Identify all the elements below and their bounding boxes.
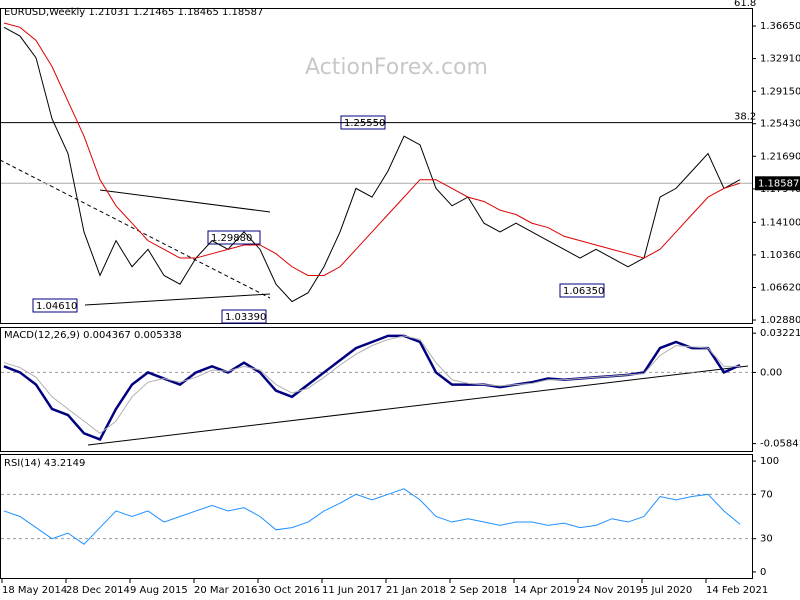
price-title: EURUSD,Weekly 1.21031 1.21465 1.18465 1.…	[4, 7, 263, 18]
annotation-box	[221, 309, 267, 324]
x-tick-label: 2 Sep 2018	[450, 585, 507, 596]
x-tick-label: 14 Apr 2019	[514, 585, 576, 596]
annotation-box	[559, 283, 605, 298]
y-tick-label: -0.058413	[760, 439, 800, 450]
x-tick-label: 28 Dec 2014	[66, 585, 130, 596]
y-tick-label: 0	[760, 567, 766, 578]
series-line	[3, 22, 741, 276]
watermark: ActionForex.com	[305, 55, 488, 80]
y-tick-label: 1.36650	[760, 21, 800, 32]
annotation-box	[32, 298, 78, 313]
annotation: 1.29880	[211, 233, 252, 244]
last-price-label: 1.18587	[758, 178, 799, 189]
y-tick-label: 1.02880	[760, 315, 800, 326]
y-tick-label: 1.10360	[760, 250, 800, 261]
annotation: 1.04610	[36, 301, 77, 312]
series-line	[3, 335, 740, 434]
y-tick-label: 1.21690	[760, 151, 800, 162]
x-tick-label: 18 May 2014	[2, 585, 67, 596]
y-tick-label: 1.32910	[760, 54, 800, 65]
annotation: 1.25550	[344, 118, 385, 129]
annotation: 1.03390	[225, 312, 266, 323]
y-tick-label: 70	[760, 489, 773, 500]
y-tick-label: 100	[760, 456, 779, 467]
y-tick-label: 1.29150	[760, 86, 800, 97]
rsi-title: RSI(14) 43.2149	[4, 458, 85, 469]
rsi-panel	[0, 454, 753, 579]
annotation: 1.06350	[563, 286, 604, 297]
y-tick-label: 30	[760, 534, 773, 545]
series-line	[3, 26, 741, 303]
fib-label: 38.2	[734, 112, 756, 123]
last-price-box	[755, 176, 800, 191]
trend-line	[99, 189, 271, 213]
x-tick-label: 14 Feb 2021	[706, 585, 768, 596]
y-tick-label: 1.25430	[760, 119, 800, 130]
x-tick-label: 30 Oct 2016	[258, 585, 320, 596]
y-tick-label: 0.00	[760, 367, 782, 378]
macd-panel	[0, 327, 753, 452]
x-tick-label: 21 Jan 2018	[386, 585, 446, 596]
price-panel	[0, 8, 753, 324]
x-tick-label: 24 Nov 2019	[578, 585, 642, 596]
trend-line	[87, 365, 749, 446]
x-tick-label: 5 Jul 2020	[642, 585, 692, 596]
x-tick-label: 20 Mar 2016	[194, 585, 257, 596]
fib-label: 61.8	[734, 0, 756, 9]
series-line	[3, 488, 741, 545]
trend-line	[84, 293, 271, 306]
y-tick-label: 1.06620	[760, 282, 800, 293]
x-tick-label: 11 Jun 2017	[322, 585, 382, 596]
macd-title: MACD(12,26,9) 0.004367 0.005338	[4, 330, 182, 341]
annotation-box	[207, 230, 261, 245]
x-tick-label: 9 Aug 2015	[130, 585, 188, 596]
y-tick-label: 1.14100	[760, 217, 800, 228]
y-tick-label: 0.032215	[760, 328, 800, 339]
